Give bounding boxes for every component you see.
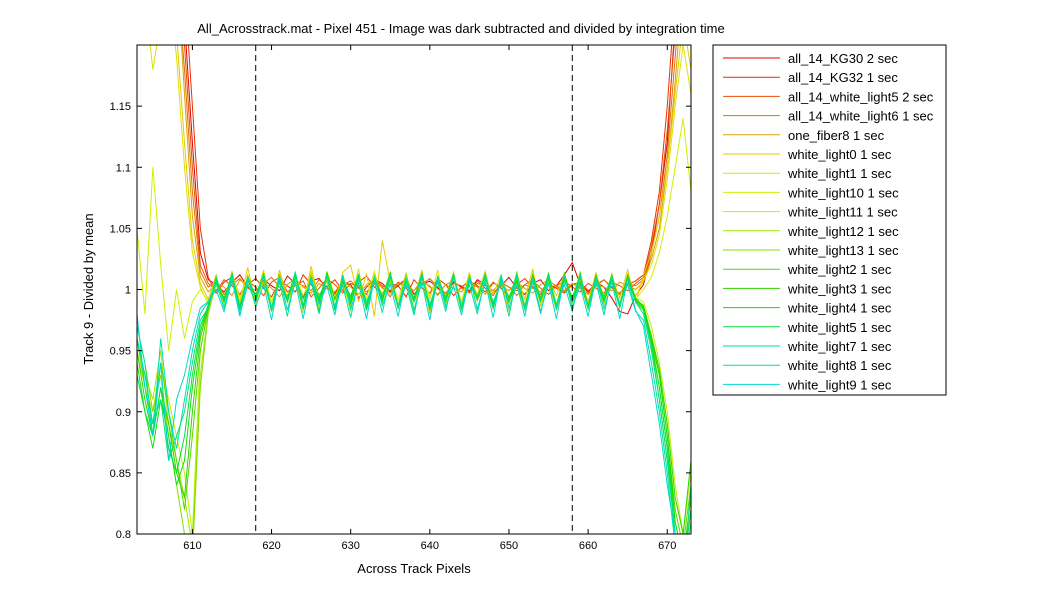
- y-axis-label: Track 9 - Divided by mean: [81, 213, 96, 364]
- legend-label: white_light5 1 sec: [787, 320, 892, 335]
- legend-label: white_light10 1 sec: [787, 185, 899, 200]
- y-tick-label: 0.9: [116, 407, 131, 419]
- legend-label: white_light8 1 sec: [787, 358, 892, 373]
- x-tick-label: 650: [500, 540, 518, 552]
- legend-label: one_fiber8 1 sec: [788, 128, 885, 143]
- legend-label: white_light12 1 sec: [787, 224, 899, 239]
- legend-label: all_14_white_light5 2 sec: [788, 89, 934, 104]
- series-line: [137, 272, 691, 534]
- legend-label: white_light1 1 sec: [787, 166, 892, 181]
- y-tick-label: 0.8: [116, 529, 131, 541]
- legend-label: white_light0 1 sec: [787, 147, 892, 162]
- x-tick-label: 670: [658, 540, 676, 552]
- series-line: [137, 274, 676, 534]
- x-axis-label: Across Track Pixels: [357, 561, 471, 576]
- legend: all_14_KG30 2 sec all_14_KG32 1 sec all_14…: [723, 51, 934, 392]
- legend-label: white_light4 1 sec: [787, 301, 892, 316]
- legend-label: all_14_KG30 2 sec: [788, 51, 898, 66]
- axes: 610 620 630 640 650 660 670 0.8 0.85 0.9 0.95 1 1.05…: [110, 44, 692, 552]
- legend-label: white_light7 1 sec: [787, 339, 892, 354]
- x-tick-label: 610: [183, 540, 201, 552]
- y-tick-label: 1.15: [110, 101, 131, 113]
- y-tick-label: 1.1: [116, 162, 131, 174]
- legend-label: all_14_white_light6 1 sec: [788, 109, 934, 124]
- legend-label: white_light3 1 sec: [787, 281, 892, 296]
- chart-title: All_Acrosstrack.mat - Pixel 451 - Image …: [197, 21, 724, 36]
- y-tick-label: 1: [125, 285, 131, 297]
- series-line: [137, 271, 691, 534]
- y-tick-label: 1.05: [110, 223, 131, 235]
- legend-label: white_light11 1 sec: [787, 205, 898, 220]
- x-tick-label: 620: [262, 540, 280, 552]
- legend-box: [712, 44, 947, 396]
- x-tick-label: 630: [342, 540, 360, 552]
- legend-label: white_light13 1 sec: [787, 243, 899, 258]
- x-tick-label: 660: [579, 540, 597, 552]
- legend-label: white_light9 1 sec: [787, 377, 892, 392]
- y-tick-label: 0.95: [110, 346, 131, 358]
- y-tick-label: 0.85: [110, 468, 131, 480]
- lines: [137, 45, 691, 534]
- x-tick-label: 640: [421, 540, 439, 552]
- legend-label: all_14_KG32 1 sec: [788, 70, 898, 85]
- legend-label: white_light2 1 sec: [787, 262, 892, 277]
